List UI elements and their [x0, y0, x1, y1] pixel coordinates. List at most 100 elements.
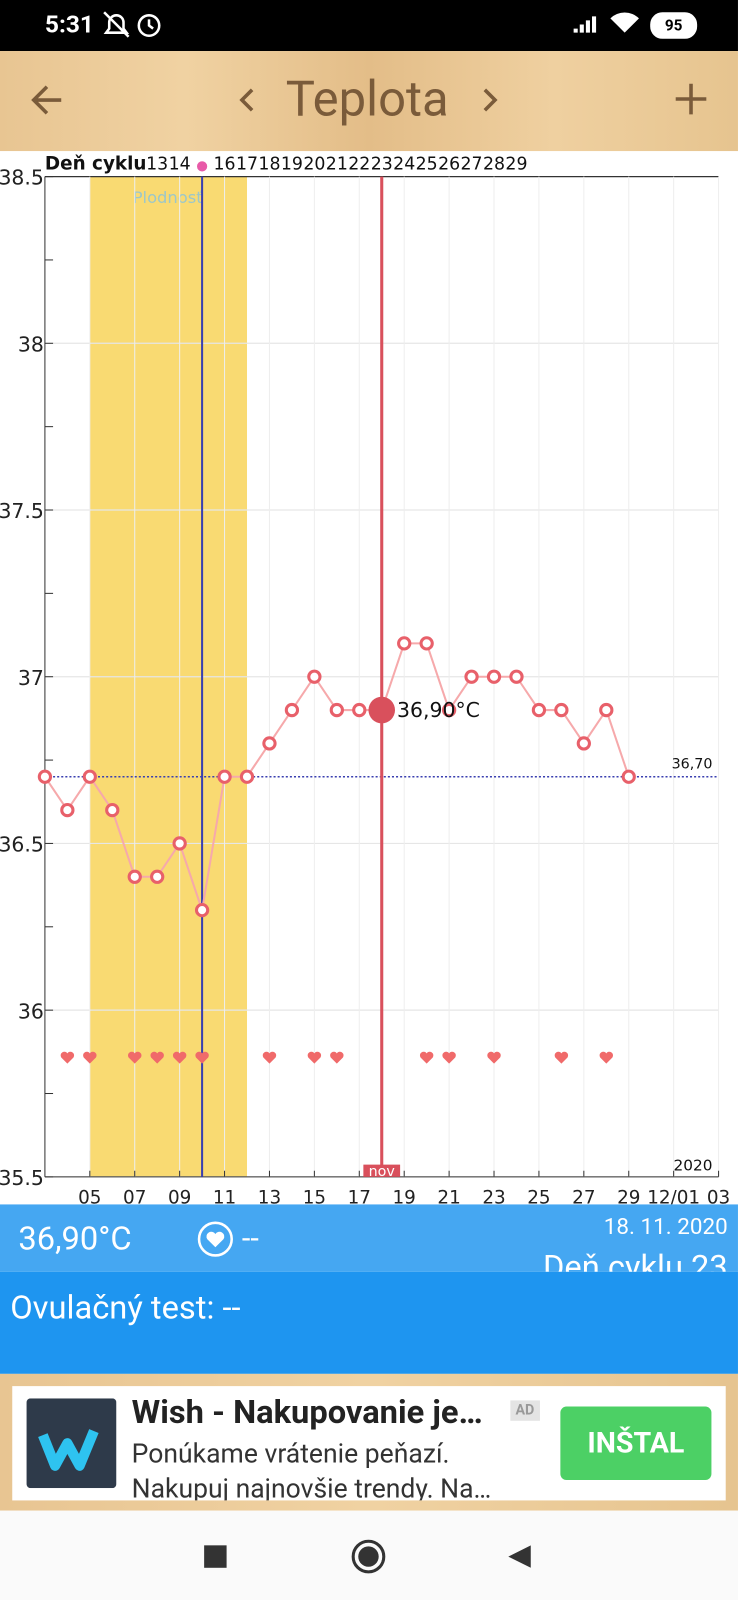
x-tick-label: 19: [393, 1187, 416, 1204]
x-tick-label: 13: [258, 1187, 281, 1204]
data-point: [37, 769, 53, 784]
ad-area: Wish - Nakupovanie je… AD Ponúkame vráte…: [0, 1373, 738, 1511]
back-button[interactable]: [29, 82, 66, 119]
year-label: 2020: [674, 1157, 713, 1175]
battery: 95: [650, 12, 698, 39]
cycle-day: 20: [303, 154, 325, 174]
data-point: [105, 802, 120, 818]
x-tick-label: 17: [348, 1187, 371, 1204]
data-point: [172, 836, 187, 851]
y-tick-label: 35.5: [0, 1166, 44, 1190]
next-button[interactable]: [480, 86, 500, 115]
heart: [487, 1051, 501, 1064]
data-point: [464, 669, 479, 684]
cycle-day: 22: [348, 154, 370, 174]
cycle-label: Deň cyklu: [45, 153, 147, 174]
x-tick-label: 07: [123, 1187, 146, 1204]
y-tick-label: 37.5: [0, 499, 44, 523]
y-tick-label: 36.5: [0, 833, 44, 857]
heart: [150, 1051, 164, 1064]
heart: [262, 1051, 277, 1064]
data-point: [307, 669, 322, 684]
x-tick-label: 05: [78, 1187, 101, 1204]
data-point: [239, 769, 255, 784]
selected-label-bg: [363, 1164, 401, 1177]
ad-title: Wish - Nakupovanie je…: [131, 1392, 483, 1432]
cycle-day: 25: [416, 154, 438, 174]
heart: [419, 1051, 434, 1064]
data-point: [194, 902, 210, 918]
data-point: [509, 669, 524, 684]
data-point: [397, 636, 412, 651]
x-tick-label: 23: [482, 1187, 505, 1204]
clock: 5:31: [44, 10, 94, 39]
data-point: [329, 702, 344, 718]
selected-point: [368, 696, 396, 724]
cycle-day: 17: [236, 154, 258, 174]
data-point: [441, 702, 457, 718]
ad-card[interactable]: Wish - Nakupovanie je… AD Ponúkame vráte…: [12, 1386, 726, 1501]
heart: [195, 1051, 209, 1064]
y-tick-label: 38: [18, 332, 44, 356]
data-point: [60, 802, 75, 818]
ad-line: Ponúkame vrátenie peňazí.: [131, 1439, 450, 1470]
status-icons: [103, 11, 161, 38]
x-tick-label: 21: [437, 1187, 460, 1204]
reference-label: 36,70: [672, 757, 713, 773]
cycle-day: 16: [214, 154, 236, 174]
cycle-day: 14: [169, 154, 191, 174]
x-tick-label: 27: [572, 1187, 595, 1204]
data-point: [217, 769, 232, 784]
heart-value: --: [241, 1220, 259, 1257]
heart: [172, 1051, 187, 1064]
date: 18. 11. 2020: [603, 1214, 728, 1241]
ovulation-test: Ovulačný test: --: [10, 1288, 241, 1327]
heart: [60, 1051, 75, 1064]
x-tick-label: 25: [527, 1187, 550, 1204]
data-point: [486, 669, 502, 684]
ad-badge: AD: [510, 1400, 540, 1421]
heart: [307, 1051, 322, 1064]
data-point: [284, 702, 300, 718]
data-point: [554, 702, 569, 718]
cycle-day: 13: [146, 154, 168, 174]
selected-value-label: 36,90°C: [397, 698, 480, 722]
app-bar: Teplota: [0, 51, 738, 152]
x-tick-label: 11: [213, 1187, 236, 1204]
heart: [442, 1051, 456, 1064]
ad-line: Nakupuj najnovšie trendy. Na…: [131, 1473, 492, 1501]
cycle-day: 28: [483, 154, 505, 174]
x-tick-label: 29: [617, 1187, 640, 1204]
data-point: [262, 736, 277, 751]
prev-button[interactable]: [237, 86, 257, 115]
x-tick-label: 03: [707, 1187, 730, 1204]
x-tick-label: 15: [303, 1187, 326, 1204]
ovulation-dot: [196, 161, 208, 172]
cycle-day: 27: [461, 154, 483, 174]
y-tick-label: 37: [18, 666, 44, 690]
x-tick-label: 09: [168, 1187, 191, 1204]
cycle-day: 23: [371, 154, 393, 174]
install-button[interactable]: INŠTAL: [560, 1406, 712, 1481]
ad-icon: [26, 1398, 117, 1489]
selected-label: nov: [369, 1164, 396, 1180]
add-button[interactable]: [674, 82, 709, 117]
cycle-day: 21: [326, 154, 348, 174]
heart: [554, 1051, 569, 1064]
data-point: [150, 869, 165, 884]
temperature: 36,90°C: [18, 1218, 132, 1258]
signal-wifi: [573, 12, 639, 33]
cycle-day: 18: [258, 154, 280, 174]
data-point: [352, 702, 367, 718]
nav-buttons: [204, 1539, 531, 1574]
heart: [599, 1051, 614, 1064]
y-tick-label: 38.5: [0, 166, 44, 190]
x-tick-label: 12/01: [647, 1187, 700, 1204]
temperature-chart: Plodnosť 38.5 38 37.5 37 36.5 36 35.5 05 07 09 11 13…: [0, 153, 730, 1204]
heart: [83, 1051, 97, 1064]
heart: [127, 1051, 142, 1064]
cycle-day: 19: [281, 154, 303, 174]
data-point: [531, 702, 547, 718]
data-point: [599, 702, 614, 718]
